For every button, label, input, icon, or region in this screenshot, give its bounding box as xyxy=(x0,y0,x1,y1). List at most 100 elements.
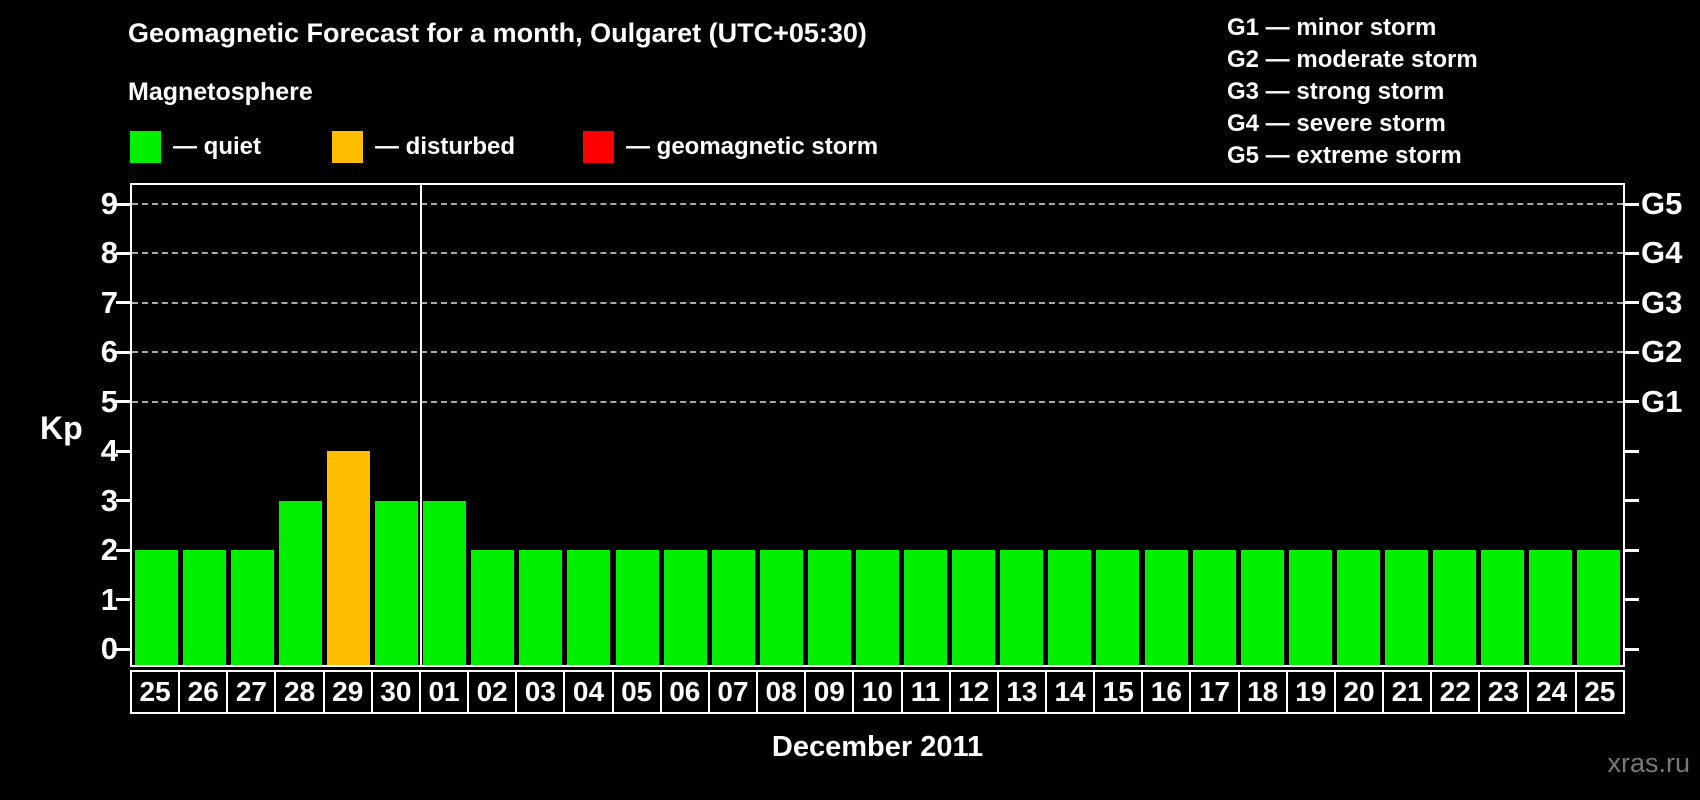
kp-bar-day-19 xyxy=(1288,550,1332,665)
x-axis-day-label: 14 xyxy=(1044,670,1096,714)
y-axis-label-4: 4 xyxy=(100,433,118,469)
kp-bar-day-24 xyxy=(1529,550,1573,665)
x-axis-title: December 2011 xyxy=(771,731,984,763)
y-axis-label-7: 7 xyxy=(100,284,118,320)
gridline-kp-7 xyxy=(132,301,1623,304)
right-axis-tick xyxy=(1625,301,1639,305)
x-axis-day-label: 11 xyxy=(900,670,951,714)
x-axis-day-label: 02 xyxy=(467,670,518,714)
kp-bar-day-30 xyxy=(375,500,419,665)
x-axis-day-label: 07 xyxy=(707,670,759,714)
kp-bar-day-26 xyxy=(182,550,226,665)
y-axis-label-6: 6 xyxy=(100,334,118,370)
right-axis-tick xyxy=(1625,449,1639,453)
legend-item-quiet: — quiet xyxy=(130,131,261,163)
x-axis-day-label: 28 xyxy=(274,670,325,714)
kp-bar-day-22 xyxy=(1433,550,1477,665)
x-axis-day-label: 21 xyxy=(1382,670,1433,714)
x-axis-day-label: 27 xyxy=(226,670,277,714)
x-axis-day-label: 01 xyxy=(418,670,470,714)
magnetosphere-label: Magnetosphere xyxy=(128,78,313,106)
gridline-kp-5 xyxy=(132,400,1623,403)
gridline-kp-9 xyxy=(132,203,1623,205)
legend-label-disturbed: — disturbed xyxy=(375,133,516,160)
kp-bar-day-09 xyxy=(807,550,851,665)
storm-scale-item: G1 — minor storm xyxy=(1227,14,1437,41)
storm-scale-item: G3 — strong storm xyxy=(1227,78,1445,105)
kp-bar-day-16 xyxy=(1144,550,1188,665)
right-axis-tick xyxy=(1625,350,1639,354)
y-axis-label-3: 3 xyxy=(100,482,118,518)
gridline-kp-8 xyxy=(132,252,1623,255)
kp-bar-day-04 xyxy=(567,550,611,665)
x-axis-day-label: 09 xyxy=(804,670,855,714)
y-axis-label-0: 0 xyxy=(100,631,118,666)
kp-bar-day-23 xyxy=(1481,550,1525,665)
legend-label-storm: — geomagnetic storm xyxy=(626,133,879,160)
kp-bar-day-21 xyxy=(1385,550,1429,665)
kp-bar-day-08 xyxy=(759,550,803,665)
right-axis-tick xyxy=(1625,400,1639,404)
y-axis-label-8: 8 xyxy=(100,235,118,271)
x-axis-day-label: 04 xyxy=(563,670,614,714)
x-axis-day-labels: 25 26 27 28 29 30 01 02 03 04 05 06 07 08 09 10 11 12 13 14… xyxy=(130,670,1625,714)
y-axis-tick xyxy=(116,202,130,206)
x-axis-day-label: 10 xyxy=(852,670,903,714)
y-axis-tick xyxy=(116,251,130,255)
x-axis-day-label: 13 xyxy=(996,670,1047,714)
x-axis-day-label: 30 xyxy=(370,670,421,714)
kp-bar-day-03 xyxy=(519,550,563,665)
kp-bar-day-25 xyxy=(134,550,178,665)
right-axis-label-G3: G3 xyxy=(1641,284,1683,320)
y-axis-label-2: 2 xyxy=(100,532,118,568)
y-axis-tick xyxy=(116,499,130,503)
x-axis-day-label: 16 xyxy=(1141,670,1192,714)
x-axis-day-label: 06 xyxy=(659,670,710,714)
kp-bar-day-06 xyxy=(663,550,707,665)
x-axis-day-label: 24 xyxy=(1526,670,1577,714)
x-axis-day-label: 12 xyxy=(948,670,999,714)
storm-scale-legend: G1 — minor storm G2 — moderate storm G3 — … xyxy=(1227,12,1478,172)
x-axis-day-label: 03 xyxy=(515,670,566,714)
legend-swatch-quiet-icon xyxy=(130,131,161,163)
kp-bar-day-07 xyxy=(711,550,755,665)
plot-area xyxy=(116,183,1639,667)
right-axis-label-G4: G4 xyxy=(1641,235,1683,271)
gridline-kp-6 xyxy=(132,351,1623,354)
kp-bar-day-25 xyxy=(1577,550,1621,665)
kp-bar-day-01 xyxy=(423,500,467,665)
y-axis-tick xyxy=(116,548,130,552)
kp-bar-day-02 xyxy=(471,550,515,665)
legend-swatch-disturbed-icon xyxy=(332,131,363,163)
kp-bar-day-28 xyxy=(278,500,322,665)
x-axis-day-label: 15 xyxy=(1093,670,1144,714)
x-axis-day-label: 19 xyxy=(1285,670,1336,714)
right-axis-label-G1: G1 xyxy=(1641,383,1683,419)
page-title: Geomagnetic Forecast for a month, Oulgar… xyxy=(128,18,867,48)
right-axis-tick xyxy=(1625,548,1639,552)
y-axis-label-9: 9 xyxy=(100,186,118,221)
x-axis-day-label: 17 xyxy=(1189,670,1240,714)
storm-scale-item: G2 — moderate storm xyxy=(1227,46,1478,73)
kp-bar-day-05 xyxy=(615,550,659,665)
kp-bar-day-17 xyxy=(1192,550,1236,665)
kp-bar-day-10 xyxy=(856,550,899,665)
x-axis-day-label: 29 xyxy=(322,670,373,714)
watermark: xras.ru xyxy=(1607,748,1690,778)
y-axis-title: Kp xyxy=(40,410,83,446)
y-axis-label-5: 5 xyxy=(100,383,118,419)
right-axis-tick xyxy=(1625,202,1639,206)
kp-bar-day-15 xyxy=(1096,550,1140,665)
right-axis-tick xyxy=(1625,251,1639,255)
x-axis-day-label: 23 xyxy=(1478,670,1529,714)
kp-bar-day-27 xyxy=(230,550,274,665)
right-axis-label-G2: G2 xyxy=(1641,334,1683,370)
legend-label-quiet: — quiet xyxy=(173,133,261,160)
legend-swatch-storm-icon xyxy=(583,131,614,163)
x-axis-day-label: 25 xyxy=(130,670,181,714)
kp-bar-day-14 xyxy=(1048,550,1092,665)
right-axis-tick xyxy=(1625,598,1639,602)
y-axis-tick xyxy=(116,350,130,354)
y-axis-tick xyxy=(116,449,130,453)
kp-bar-day-11 xyxy=(904,550,948,665)
